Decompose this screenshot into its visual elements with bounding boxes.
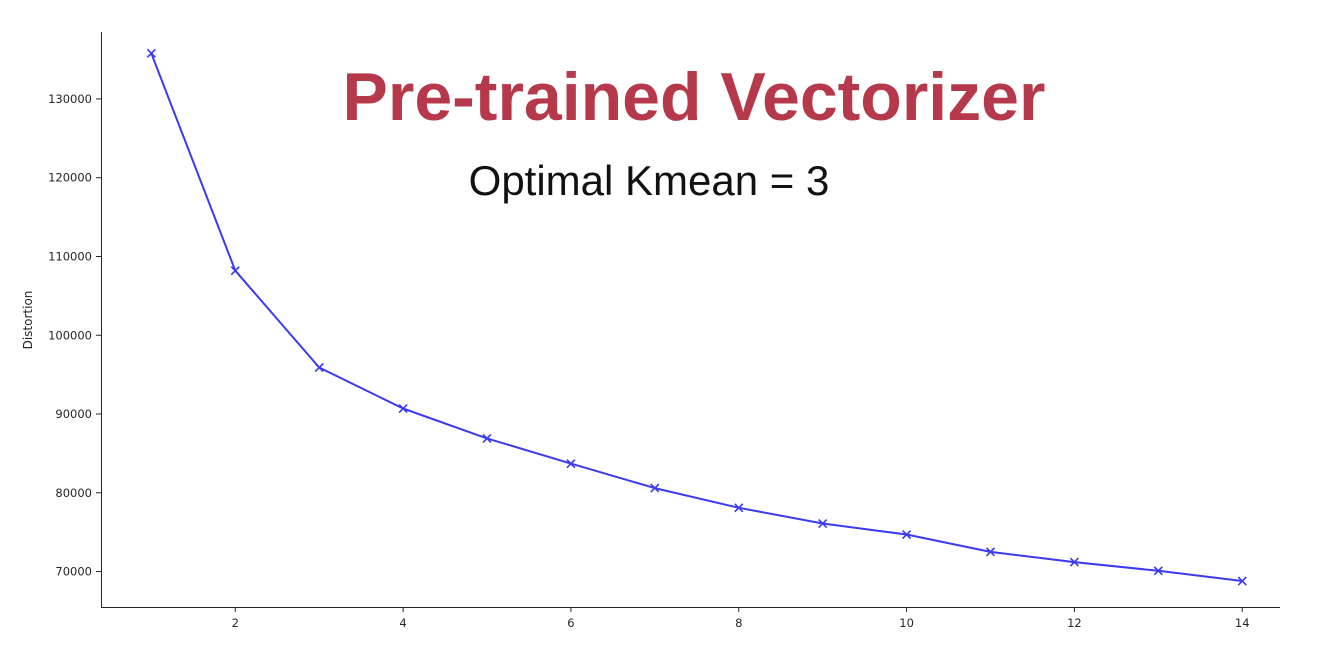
x-ticks: 2 4 6 8 10 12 14 xyxy=(232,607,1250,630)
data-point-marker xyxy=(482,433,492,444)
series-distortion xyxy=(146,48,1247,586)
data-point-marker xyxy=(314,362,324,373)
x-tick-label: 12 xyxy=(1067,616,1082,630)
data-point-marker xyxy=(230,266,240,276)
x-tick-label: 14 xyxy=(1235,616,1250,630)
data-point-marker xyxy=(1069,557,1079,567)
x-tick-label: 4 xyxy=(399,616,406,630)
y-tick-label: 80000 xyxy=(55,486,92,500)
axes xyxy=(101,32,1280,608)
data-point-marker xyxy=(650,483,660,493)
data-point-marker xyxy=(985,547,996,557)
y-tick-label: 120000 xyxy=(48,171,92,185)
data-point-marker xyxy=(734,503,744,513)
data-point-marker xyxy=(566,459,576,469)
y-tick-label: 70000 xyxy=(55,565,92,579)
chart-title: Pre-trained Vectorizer xyxy=(343,59,1046,135)
data-point-marker xyxy=(818,518,828,529)
x-tick-label: 2 xyxy=(232,616,239,630)
series-line xyxy=(150,52,1243,582)
x-tick-label: 8 xyxy=(735,616,742,630)
y-ticks: 70000 80000 90000 100000 110000 120000 130000 xyxy=(48,92,101,579)
x-tick-label: 10 xyxy=(899,616,914,630)
data-point-marker xyxy=(146,48,156,58)
data-point-marker xyxy=(902,529,912,540)
y-tick-label: 110000 xyxy=(48,249,92,263)
chart-subtitle: Optimal Kmean = 3 xyxy=(469,157,830,204)
y-tick-label: 100000 xyxy=(48,328,92,342)
data-point-marker xyxy=(398,403,408,414)
x-tick-label: 6 xyxy=(567,616,574,630)
y-tick-label: 90000 xyxy=(55,407,92,421)
y-axis-title: Distortion xyxy=(21,291,35,350)
data-point-marker xyxy=(1237,576,1247,586)
data-point-marker xyxy=(1153,566,1163,576)
y-tick-label: 130000 xyxy=(48,92,92,106)
